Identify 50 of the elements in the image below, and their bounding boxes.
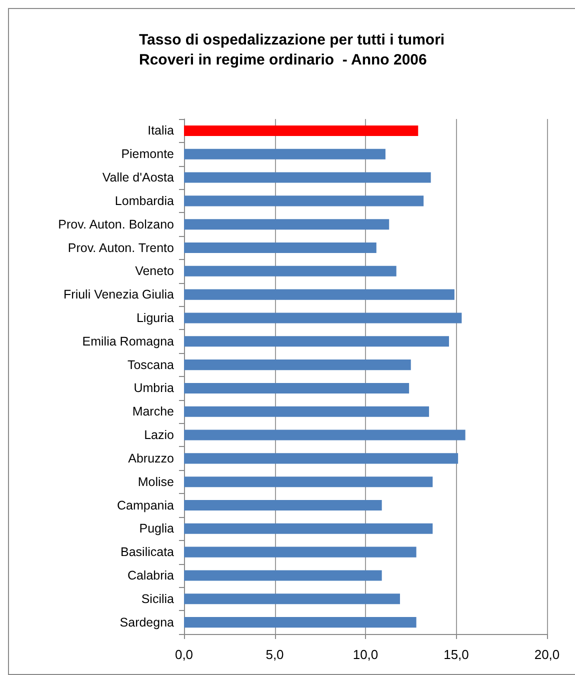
y-tick-label: Italia xyxy=(148,124,174,138)
x-tick-label: 20,0 xyxy=(534,647,560,662)
bar xyxy=(184,523,433,534)
y-tick-label: Emilia Romagna xyxy=(82,334,174,348)
y-tick-label: Basilicata xyxy=(120,545,174,560)
bar xyxy=(184,172,431,183)
bar xyxy=(184,125,418,136)
y-tick-label: Toscana xyxy=(127,358,174,372)
x-tick-label: 0,0 xyxy=(174,647,194,662)
bar xyxy=(184,430,466,440)
y-tick-label: Piemonte xyxy=(121,147,174,162)
bar xyxy=(184,500,382,511)
bar xyxy=(184,219,390,230)
y-tick-label: Abruzzo xyxy=(128,451,174,466)
bar xyxy=(184,336,449,347)
bar xyxy=(184,546,416,558)
y-tick-label: Veneto xyxy=(135,264,174,278)
y-tick-label: Friuli Venezia Giulia xyxy=(64,288,174,302)
bar xyxy=(184,594,400,604)
bar xyxy=(184,266,396,276)
y-tick-label: Calabria xyxy=(127,568,174,582)
y-tick-label: Liguria xyxy=(136,310,174,325)
x-tick-label: 15,0 xyxy=(444,647,469,662)
y-tick-label: Lombardia xyxy=(114,194,174,208)
chart-title: Tasso di ospedalizzazione per tutti i tumori Rcoveri in regime ordinario - Anno 2006 xyxy=(139,32,445,68)
y-tick-label: Puglia xyxy=(139,522,174,536)
bar xyxy=(184,312,462,324)
y-tick-label: Sardegna xyxy=(120,615,174,630)
bar xyxy=(184,242,376,254)
y-tick-label: Umbria xyxy=(134,381,174,396)
bar xyxy=(184,476,433,488)
x-tick-label: 10,0 xyxy=(352,647,378,662)
bar xyxy=(184,360,411,370)
y-tick-label: Lazio xyxy=(144,428,174,442)
bar xyxy=(184,196,424,206)
y-tick-label: Molise xyxy=(138,474,174,489)
bar xyxy=(184,289,454,300)
bar xyxy=(184,453,458,464)
bar xyxy=(184,570,382,581)
y-tick-label: Prov. Auton. Bolzano xyxy=(58,217,174,232)
y-tick-label: Prov. Auton. Trento xyxy=(68,240,174,255)
bar xyxy=(184,148,386,160)
bar xyxy=(184,406,430,417)
y-tick-label: Campania xyxy=(117,498,174,512)
bar xyxy=(184,617,416,628)
x-tick-label: 5,0 xyxy=(266,647,284,662)
y-tick-label: Valle d'Aosta xyxy=(102,170,174,185)
y-tick-label: Marche xyxy=(132,404,174,419)
y-tick-label: Sicilia xyxy=(141,592,174,606)
bar xyxy=(184,382,410,394)
